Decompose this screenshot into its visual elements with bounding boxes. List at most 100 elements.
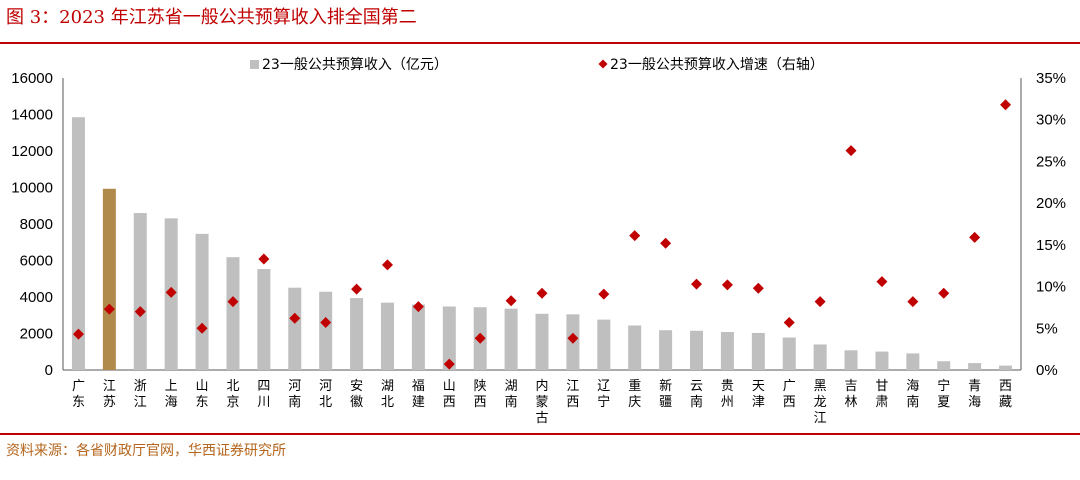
category-label: 重庆 [628, 378, 641, 410]
left-tick-label: 12000 [11, 143, 53, 160]
bar-series [71, 117, 1013, 370]
right-tick-label: 20% [1036, 195, 1066, 212]
category-label: 安徽 [350, 379, 363, 410]
left-tick-label: 2000 [20, 326, 53, 343]
growth-marker [969, 231, 981, 243]
growth-marker [289, 312, 301, 324]
category-label: 福建 [412, 379, 425, 410]
growth-marker [752, 282, 764, 294]
revenue-bar [968, 363, 982, 370]
category-label: 新疆 [659, 378, 672, 410]
right-tick-label: 25% [1036, 153, 1066, 170]
source-note: 资料来源：各省财政厅官网，华西证券研究所 [6, 443, 286, 459]
revenue-bar [411, 304, 425, 370]
growth-marker [721, 279, 733, 291]
category-label: 辽宁 [597, 379, 610, 410]
growth-marker [474, 332, 486, 344]
revenue-bar [257, 269, 271, 370]
category-label: 湖北 [381, 379, 394, 410]
revenue-bar [751, 332, 765, 370]
category-label: 江西 [566, 379, 579, 410]
category-label: 河南 [288, 379, 301, 410]
right-tick-label: 15% [1036, 237, 1066, 254]
right-tick-label: 35% [1036, 70, 1066, 87]
right-axis-ticks: 0% 5% 10% 15% 20% 25% 30% 35% [1036, 70, 1066, 379]
category-label: 湖南 [505, 379, 518, 410]
left-tick-label: 10000 [11, 180, 53, 197]
growth-marker [660, 237, 672, 249]
revenue-bar [720, 332, 734, 370]
revenue-bar [319, 291, 333, 370]
right-tick-label: 30% [1036, 112, 1066, 129]
category-label: 山东 [196, 379, 209, 410]
category-label: 天津 [752, 379, 765, 410]
revenue-bar [71, 117, 85, 370]
left-tick-label: 8000 [20, 216, 53, 233]
revenue-bar [380, 302, 394, 370]
revenue-bar [782, 337, 796, 370]
revenue-bar [597, 319, 611, 370]
revenue-bar [504, 308, 518, 370]
title-divider [0, 42, 1080, 44]
growth-marker [938, 287, 950, 299]
left-tick-label: 16000 [11, 70, 53, 87]
growth-marker [629, 230, 641, 242]
growth-marker [845, 145, 857, 157]
footer-divider [0, 433, 1080, 435]
category-label: 山西 [443, 379, 456, 410]
category-label: 广西 [783, 379, 796, 410]
category-label: 宁夏 [937, 378, 950, 410]
growth-marker [907, 296, 919, 308]
category-label: 西藏 [999, 379, 1012, 410]
category-label: 四川 [257, 379, 270, 410]
legend-bar-label: 23一般公共预算收入（亿元） [262, 57, 448, 73]
revenue-bar [535, 313, 549, 370]
growth-marker [351, 283, 363, 295]
growth-marker [258, 253, 270, 265]
category-label: 北京 [226, 379, 239, 410]
growth-marker [196, 322, 208, 334]
category-label: 贵州 [721, 379, 734, 410]
revenue-bar [813, 344, 827, 370]
growth-series [72, 99, 1012, 370]
revenue-bar [875, 351, 889, 370]
category-label: 甘肃 [875, 379, 888, 410]
revenue-bar [844, 350, 858, 370]
growth-marker [505, 295, 517, 307]
revenue-bar [628, 325, 642, 370]
left-tick-label: 6000 [20, 253, 53, 270]
revenue-bar [937, 361, 951, 370]
category-label: 吉林 [845, 379, 858, 410]
growth-marker [134, 306, 146, 318]
growth-marker [691, 278, 703, 290]
category-label: 内蒙古 [535, 378, 548, 426]
growth-marker [103, 303, 115, 315]
category-label: 青海 [968, 379, 981, 410]
revenue-bar [102, 188, 116, 370]
category-label: 浙江 [134, 379, 147, 410]
growth-marker [814, 296, 826, 308]
growth-marker [876, 276, 888, 288]
revenue-bar [226, 257, 240, 370]
left-tick-label: 4000 [20, 289, 53, 306]
growth-marker [320, 316, 332, 328]
growth-marker [783, 316, 795, 328]
revenue-bar [288, 287, 302, 370]
right-tick-label: 0% [1036, 362, 1058, 379]
growth-marker [227, 296, 239, 308]
revenue-bar [999, 365, 1013, 370]
category-label: 黑龙江 [814, 379, 827, 426]
growth-marker [1000, 99, 1012, 111]
bar-chart: 23一般公共预算收入（亿元） 23一般公共预算收入增速（右轴） 0 2000 400… [11, 57, 1066, 426]
growth-marker [165, 286, 177, 298]
revenue-bar [659, 330, 673, 370]
chart-title: 图 3：2023 年江苏省一般公共预算收入排全国第二 [6, 7, 417, 28]
revenue-bar [133, 213, 147, 370]
legend: 23一般公共预算收入（亿元） 23一般公共预算收入增速（右轴） [250, 57, 824, 73]
growth-marker [598, 288, 610, 300]
revenue-bar [442, 306, 456, 370]
growth-marker [536, 287, 548, 299]
growth-marker [567, 332, 579, 344]
category-label: 云南 [690, 379, 703, 410]
